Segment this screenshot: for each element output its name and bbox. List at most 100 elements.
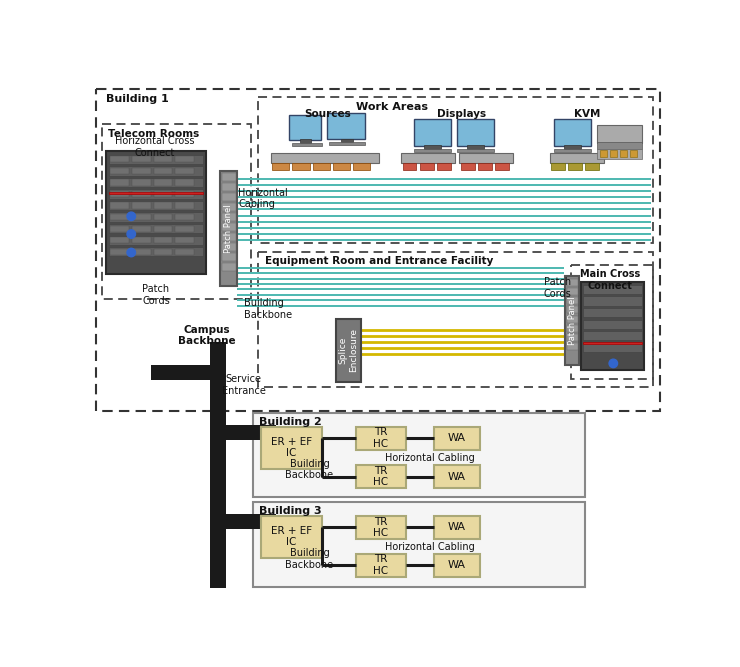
- Bar: [110, 156, 129, 163]
- Text: Patch
Cords: Patch Cords: [544, 277, 571, 299]
- Bar: [175, 214, 194, 220]
- Bar: [226, 514, 276, 529]
- Bar: [175, 249, 194, 255]
- Bar: [132, 203, 151, 209]
- Text: Horizontal Cabling: Horizontal Cabling: [385, 453, 474, 463]
- Text: Campus
Backbone: Campus Backbone: [178, 325, 236, 346]
- Text: TR
HC: TR HC: [373, 554, 388, 576]
- Bar: [597, 143, 642, 149]
- Bar: [222, 233, 236, 241]
- Bar: [620, 150, 628, 157]
- Bar: [110, 179, 129, 185]
- Bar: [154, 168, 172, 174]
- Bar: [327, 113, 365, 139]
- Bar: [222, 223, 236, 231]
- Bar: [109, 224, 204, 233]
- Text: Horizontal Cabling: Horizontal Cabling: [385, 542, 474, 552]
- Circle shape: [127, 230, 135, 238]
- Text: Sources: Sources: [304, 109, 351, 119]
- Bar: [154, 249, 172, 255]
- Text: ER + EF
IC: ER + EF IC: [271, 436, 312, 458]
- Bar: [226, 425, 276, 440]
- Bar: [175, 225, 194, 231]
- Text: Horizontal
Cabling: Horizontal Cabling: [238, 188, 288, 209]
- Bar: [109, 235, 204, 245]
- Bar: [210, 342, 226, 588]
- Bar: [567, 325, 578, 331]
- Bar: [110, 168, 129, 174]
- Text: TR
HC: TR HC: [373, 466, 388, 488]
- Bar: [258, 251, 653, 386]
- Bar: [151, 365, 212, 380]
- Bar: [154, 214, 172, 220]
- Bar: [414, 119, 451, 146]
- Bar: [175, 191, 194, 197]
- Bar: [401, 153, 455, 163]
- Bar: [271, 153, 380, 163]
- Bar: [467, 145, 484, 149]
- Bar: [554, 119, 591, 146]
- Bar: [551, 163, 565, 170]
- Bar: [312, 163, 329, 170]
- Bar: [600, 150, 607, 157]
- Text: Building 3: Building 3: [259, 506, 322, 516]
- Bar: [403, 163, 417, 170]
- Bar: [583, 296, 642, 305]
- Text: TR
HC: TR HC: [373, 428, 388, 449]
- Bar: [253, 502, 585, 587]
- Bar: [550, 153, 604, 163]
- Bar: [353, 163, 370, 170]
- Bar: [333, 163, 350, 170]
- Circle shape: [127, 248, 135, 257]
- Bar: [109, 155, 204, 164]
- Bar: [437, 163, 451, 170]
- Bar: [434, 554, 480, 577]
- Text: WA: WA: [448, 433, 465, 443]
- Bar: [222, 243, 236, 251]
- Text: Building
Backbone: Building Backbone: [286, 548, 334, 570]
- Bar: [272, 163, 289, 170]
- Bar: [154, 156, 172, 163]
- Bar: [132, 168, 151, 174]
- Bar: [154, 203, 172, 209]
- Bar: [102, 124, 252, 299]
- Bar: [261, 426, 322, 469]
- Text: Telecom Rooms: Telecom Rooms: [108, 129, 199, 139]
- Bar: [261, 516, 322, 558]
- Text: Patch
Cords: Patch Cords: [142, 284, 170, 305]
- Bar: [459, 153, 514, 163]
- Bar: [414, 149, 451, 153]
- Text: Displays: Displays: [437, 109, 486, 119]
- Bar: [567, 344, 578, 350]
- Text: Main Cross
Connect: Main Cross Connect: [580, 269, 640, 291]
- Text: Work Areas: Work Areas: [356, 101, 428, 111]
- Bar: [109, 166, 204, 175]
- Bar: [460, 163, 474, 170]
- Text: Building 1: Building 1: [107, 94, 169, 104]
- Bar: [222, 203, 236, 211]
- Bar: [356, 554, 406, 577]
- Bar: [292, 143, 322, 146]
- Bar: [300, 139, 311, 143]
- Bar: [222, 263, 236, 271]
- Bar: [110, 203, 129, 209]
- Bar: [630, 150, 637, 157]
- Bar: [583, 343, 642, 352]
- Text: WA: WA: [448, 472, 465, 482]
- Text: Patch Panel: Patch Panel: [224, 204, 233, 253]
- Bar: [457, 119, 494, 146]
- Text: Building
Backbone: Building Backbone: [286, 459, 334, 480]
- Text: WA: WA: [448, 560, 465, 570]
- Bar: [132, 225, 151, 231]
- Bar: [610, 150, 617, 157]
- Bar: [583, 331, 642, 340]
- Bar: [356, 426, 406, 450]
- Bar: [340, 139, 353, 143]
- Bar: [567, 334, 578, 341]
- Text: Splice
Enclosure: Splice Enclosure: [339, 328, 358, 372]
- Bar: [583, 319, 642, 329]
- Bar: [132, 191, 151, 197]
- Bar: [585, 163, 599, 170]
- Bar: [109, 178, 204, 187]
- Bar: [109, 191, 204, 194]
